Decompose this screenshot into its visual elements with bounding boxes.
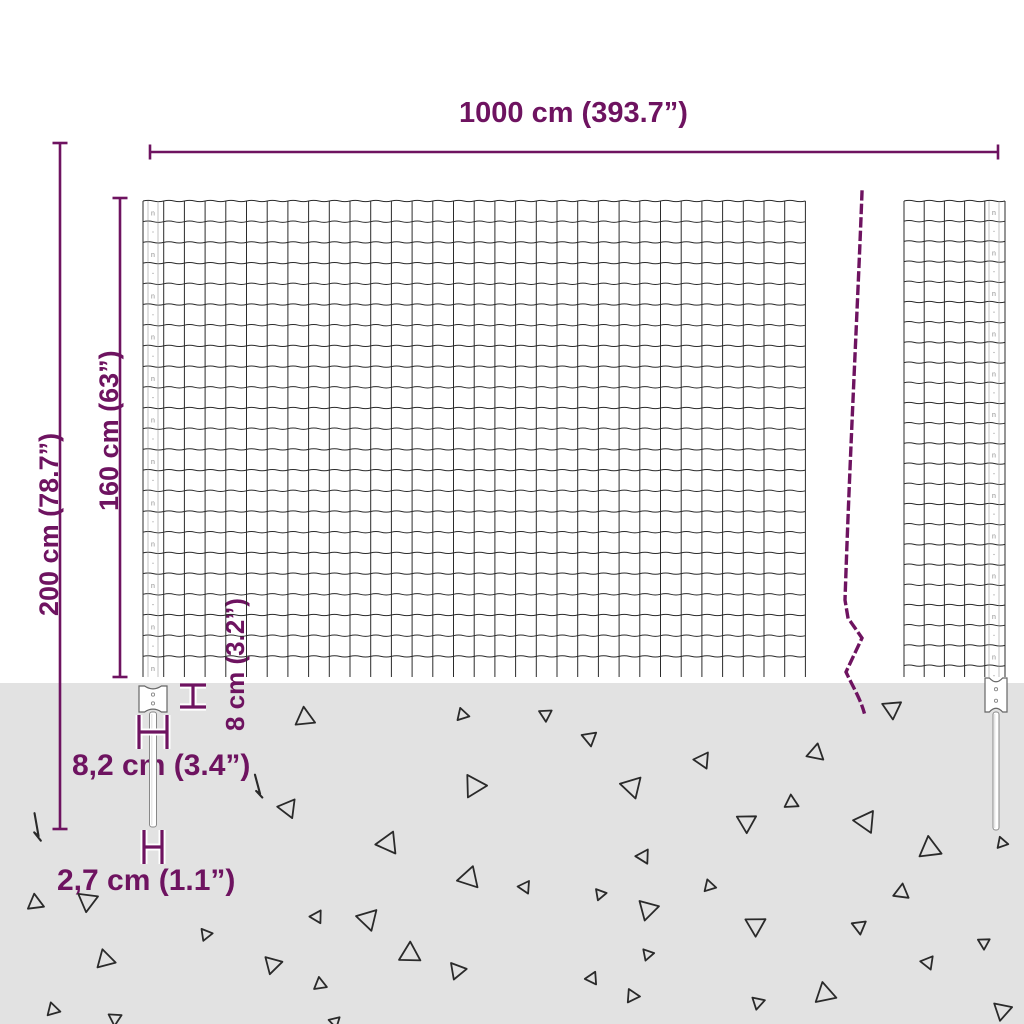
svg-text:n: n [151,583,155,590]
svg-text:n: n [992,533,996,540]
svg-text:n: n [151,625,155,632]
svg-text:n: n [992,210,996,217]
svg-text:n: n [151,542,155,549]
svg-text:n: n [992,453,996,460]
svg-text:n: n [151,666,155,673]
svg-text:n: n [151,335,155,342]
svg-text:n: n [151,211,155,218]
svg-text:n: n [992,493,996,500]
svg-text:n: n [992,251,996,258]
svg-text:n: n [992,574,996,581]
svg-text:n: n [992,655,996,662]
svg-text:n: n [151,418,155,425]
svg-text:n: n [151,376,155,383]
svg-text:n: n [151,293,155,300]
svg-text:n: n [992,331,996,338]
svg-text:n: n [992,372,996,379]
svg-text:n: n [151,252,155,259]
svg-text:n: n [992,291,996,298]
svg-text:n: n [992,412,996,419]
svg-text:n: n [992,614,996,621]
svg-text:n: n [151,459,155,466]
svg-text:n: n [151,500,155,507]
